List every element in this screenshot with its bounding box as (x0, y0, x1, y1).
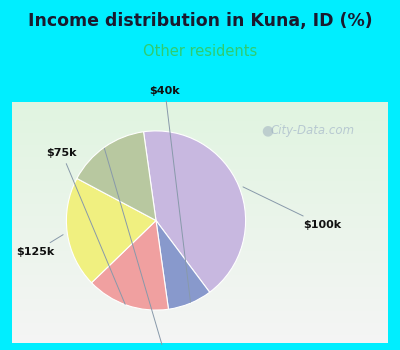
Wedge shape (144, 131, 246, 292)
Text: $40k: $40k (150, 86, 190, 302)
Text: Other residents: Other residents (143, 44, 257, 59)
Wedge shape (156, 220, 210, 309)
Text: $75k: $75k (47, 148, 125, 304)
Text: City-Data.com: City-Data.com (271, 124, 355, 137)
Text: $150k: $150k (104, 148, 184, 350)
Text: $100k: $100k (243, 187, 341, 230)
Text: $125k: $125k (16, 234, 63, 257)
Text: ●: ● (262, 124, 274, 138)
Text: Income distribution in Kuna, ID (%): Income distribution in Kuna, ID (%) (28, 12, 372, 30)
Wedge shape (92, 220, 168, 310)
Wedge shape (66, 178, 156, 283)
Wedge shape (77, 132, 156, 220)
